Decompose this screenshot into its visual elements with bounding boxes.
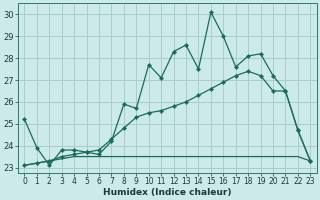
X-axis label: Humidex (Indice chaleur): Humidex (Indice chaleur)	[103, 188, 232, 197]
